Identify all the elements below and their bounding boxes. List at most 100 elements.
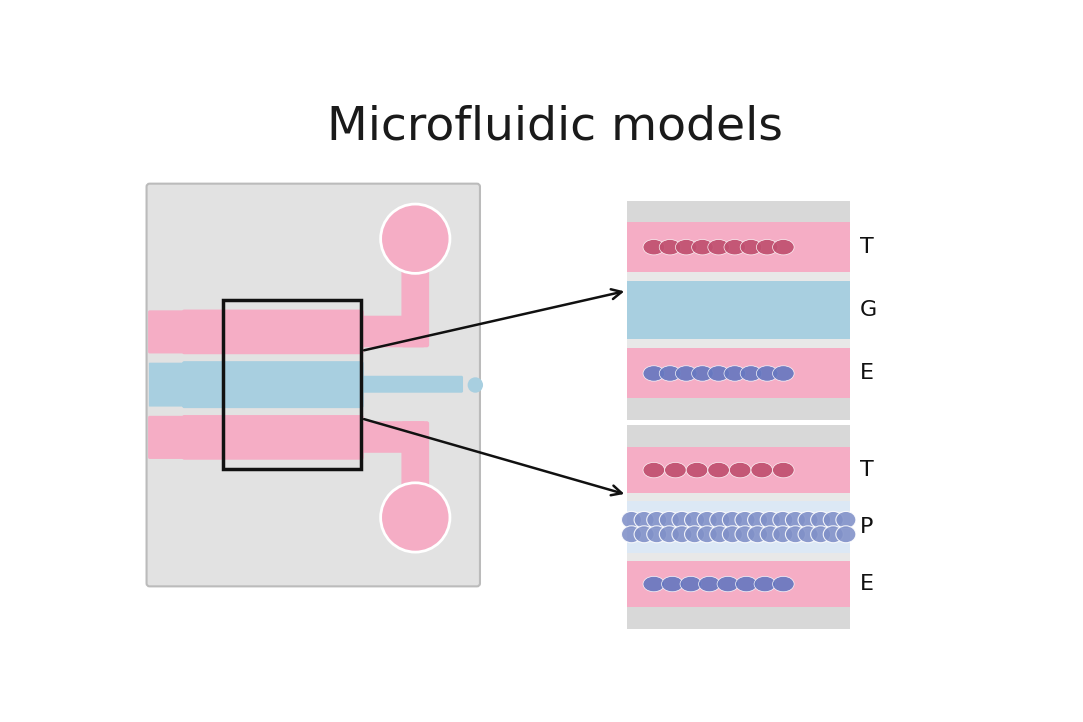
FancyBboxPatch shape <box>402 421 429 503</box>
Ellipse shape <box>708 462 729 478</box>
Ellipse shape <box>785 526 806 543</box>
Ellipse shape <box>660 366 681 381</box>
Bar <box>627 201 850 222</box>
Ellipse shape <box>671 511 692 529</box>
Ellipse shape <box>836 511 856 529</box>
Ellipse shape <box>660 511 679 529</box>
Ellipse shape <box>680 576 702 592</box>
FancyBboxPatch shape <box>148 362 185 406</box>
Text: P: P <box>860 517 873 537</box>
Ellipse shape <box>798 526 818 543</box>
Bar <box>627 272 850 282</box>
FancyBboxPatch shape <box>171 425 186 450</box>
Ellipse shape <box>823 511 844 529</box>
Ellipse shape <box>722 526 742 543</box>
Ellipse shape <box>709 511 730 529</box>
Ellipse shape <box>671 526 692 543</box>
Ellipse shape <box>772 366 794 381</box>
Ellipse shape <box>676 240 697 255</box>
Ellipse shape <box>772 462 794 478</box>
Ellipse shape <box>747 526 768 543</box>
Ellipse shape <box>709 526 730 543</box>
Ellipse shape <box>836 526 856 543</box>
Ellipse shape <box>647 511 667 529</box>
FancyBboxPatch shape <box>160 369 185 401</box>
Ellipse shape <box>676 366 697 381</box>
Ellipse shape <box>725 240 745 255</box>
FancyBboxPatch shape <box>172 375 185 394</box>
FancyBboxPatch shape <box>182 415 364 460</box>
Ellipse shape <box>747 511 768 529</box>
Ellipse shape <box>622 511 641 529</box>
Ellipse shape <box>798 511 818 529</box>
Text: E: E <box>860 363 874 383</box>
Ellipse shape <box>772 576 794 592</box>
FancyBboxPatch shape <box>148 416 186 459</box>
Ellipse shape <box>684 526 705 543</box>
Bar <box>627 447 850 493</box>
FancyBboxPatch shape <box>360 421 426 453</box>
Ellipse shape <box>708 366 729 381</box>
Ellipse shape <box>697 526 717 543</box>
Ellipse shape <box>622 526 641 543</box>
Ellipse shape <box>643 576 665 592</box>
Ellipse shape <box>756 366 778 381</box>
Ellipse shape <box>785 511 806 529</box>
Ellipse shape <box>740 240 761 255</box>
Bar <box>627 222 850 272</box>
Ellipse shape <box>643 462 665 478</box>
Ellipse shape <box>811 511 831 529</box>
Text: T: T <box>860 460 873 480</box>
Bar <box>223 300 362 469</box>
Bar <box>627 553 850 561</box>
Ellipse shape <box>684 511 705 529</box>
Ellipse shape <box>708 240 729 255</box>
Ellipse shape <box>740 366 761 381</box>
Bar <box>627 399 850 420</box>
Ellipse shape <box>756 240 778 255</box>
FancyBboxPatch shape <box>360 316 426 347</box>
FancyBboxPatch shape <box>182 310 364 355</box>
Ellipse shape <box>643 240 665 255</box>
Ellipse shape <box>760 526 780 543</box>
Ellipse shape <box>692 240 714 255</box>
Ellipse shape <box>692 366 714 381</box>
Ellipse shape <box>823 526 844 543</box>
Text: G: G <box>860 300 877 321</box>
Ellipse shape <box>635 511 654 529</box>
Bar <box>627 501 850 553</box>
Ellipse shape <box>735 511 755 529</box>
FancyBboxPatch shape <box>171 320 186 344</box>
Ellipse shape <box>722 511 742 529</box>
Ellipse shape <box>773 511 793 529</box>
Ellipse shape <box>735 576 757 592</box>
Ellipse shape <box>811 526 831 543</box>
Bar <box>627 493 850 501</box>
Bar <box>627 607 850 629</box>
Bar <box>627 339 850 349</box>
FancyBboxPatch shape <box>402 240 429 347</box>
Text: E: E <box>860 574 874 594</box>
Ellipse shape <box>697 511 717 529</box>
Ellipse shape <box>687 462 708 478</box>
Bar <box>627 349 850 399</box>
Circle shape <box>380 483 449 552</box>
Bar <box>627 282 850 339</box>
FancyBboxPatch shape <box>159 420 186 454</box>
Circle shape <box>380 204 449 274</box>
FancyBboxPatch shape <box>182 361 364 408</box>
Bar <box>627 561 850 607</box>
Ellipse shape <box>647 526 667 543</box>
Ellipse shape <box>660 526 679 543</box>
Ellipse shape <box>773 526 793 543</box>
FancyBboxPatch shape <box>360 375 464 393</box>
Ellipse shape <box>751 462 772 478</box>
Ellipse shape <box>772 240 794 255</box>
Ellipse shape <box>662 576 683 592</box>
FancyBboxPatch shape <box>146 183 480 586</box>
Ellipse shape <box>760 511 780 529</box>
Text: T: T <box>860 238 873 257</box>
FancyBboxPatch shape <box>148 310 186 354</box>
Text: Microfluidic models: Microfluidic models <box>327 104 783 149</box>
FancyBboxPatch shape <box>159 315 186 349</box>
